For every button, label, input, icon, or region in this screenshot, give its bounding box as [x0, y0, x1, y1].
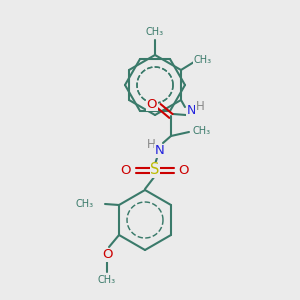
Text: O: O	[179, 164, 189, 176]
Text: CH₃: CH₃	[193, 126, 211, 136]
Text: N: N	[186, 104, 196, 118]
Text: CH₃: CH₃	[194, 55, 212, 65]
Text: CH₃: CH₃	[146, 27, 164, 37]
Text: O: O	[147, 98, 157, 110]
Text: H: H	[196, 100, 204, 113]
Text: CH₃: CH₃	[98, 275, 116, 285]
Text: O: O	[121, 164, 131, 176]
Text: N: N	[155, 145, 165, 158]
Text: O: O	[102, 248, 112, 262]
Text: S: S	[150, 163, 160, 178]
Text: H: H	[147, 139, 155, 152]
Text: CH₃: CH₃	[76, 199, 94, 209]
